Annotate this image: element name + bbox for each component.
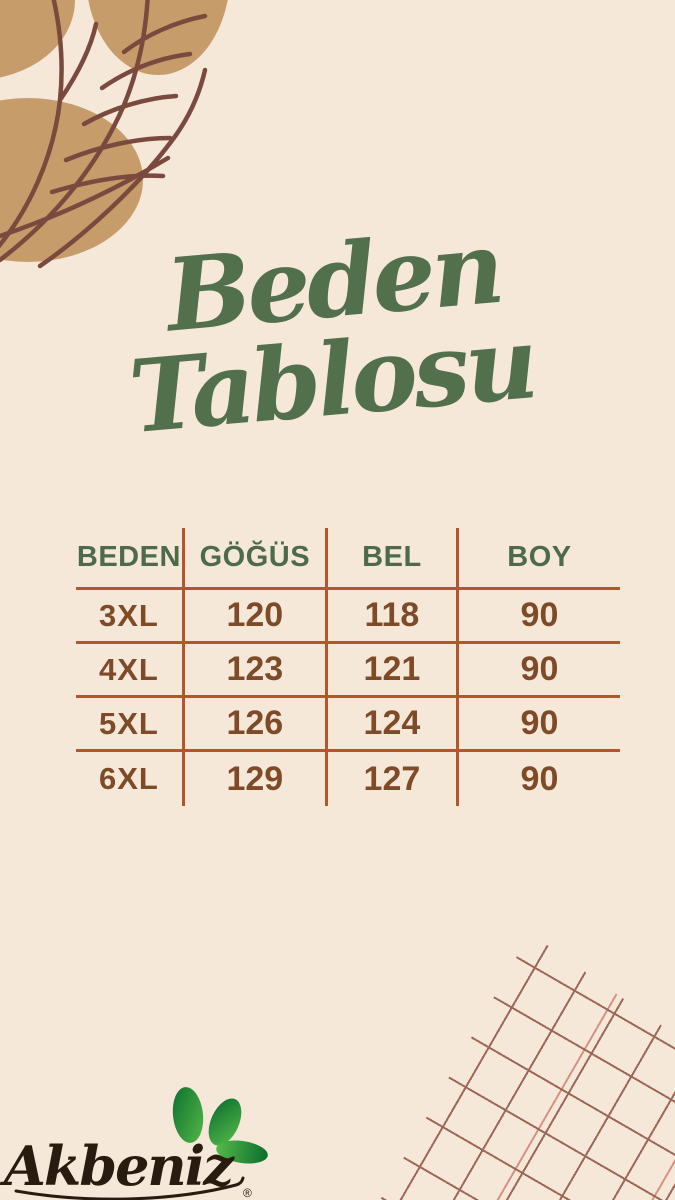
leaf-icon [172,1087,268,1164]
size-label: 3XL [76,590,185,644]
table-row-4xl: 4XL 123 121 90 [76,644,620,698]
column-header-gogus: GÖĞÜS [184,528,328,590]
table-row-5xl: 5XL 126 124 90 [76,698,620,752]
diagonal-grid-pattern-icon [380,933,675,1200]
size-label: 6XL [76,752,185,806]
boy-value: 90 [458,698,620,752]
bel-value: 118 [327,590,459,644]
boy-value: 90 [458,590,620,644]
size-label: 4XL [76,644,185,698]
gogus-value: 126 [184,698,328,752]
brand-name: Akbeniz [0,1134,235,1198]
gogus-value: 120 [184,590,328,644]
bel-value: 124 [327,698,459,752]
boy-value: 90 [520,759,559,798]
bel-value: 127 [328,752,459,806]
column-header-bel: BEL [327,528,459,590]
table-row-6xl: 6XL 129 127 90 [76,752,620,806]
column-header-boy: BOY [458,528,620,590]
gogus-value: 129 [185,752,328,806]
registered-mark: ® [243,1186,252,1200]
boy-value: 90 [458,644,620,698]
table-header-row: BEDEN GÖĞÜS BEL BOY [76,528,620,590]
bel-value: 121 [327,644,459,698]
column-header-beden: BEDEN [76,528,185,590]
table-row-3xl: 3XL 120 118 90 [76,590,620,644]
brand-logo: Akbeniz ® [0,1087,268,1200]
size-table: BEDEN GÖĞÜS BEL BOY 3XL 120 118 90 4XL 1… [76,528,620,806]
branch-blob-illustration-icon [0,0,228,269]
gogus-value: 123 [184,644,328,698]
size-label: 5XL [76,698,185,752]
